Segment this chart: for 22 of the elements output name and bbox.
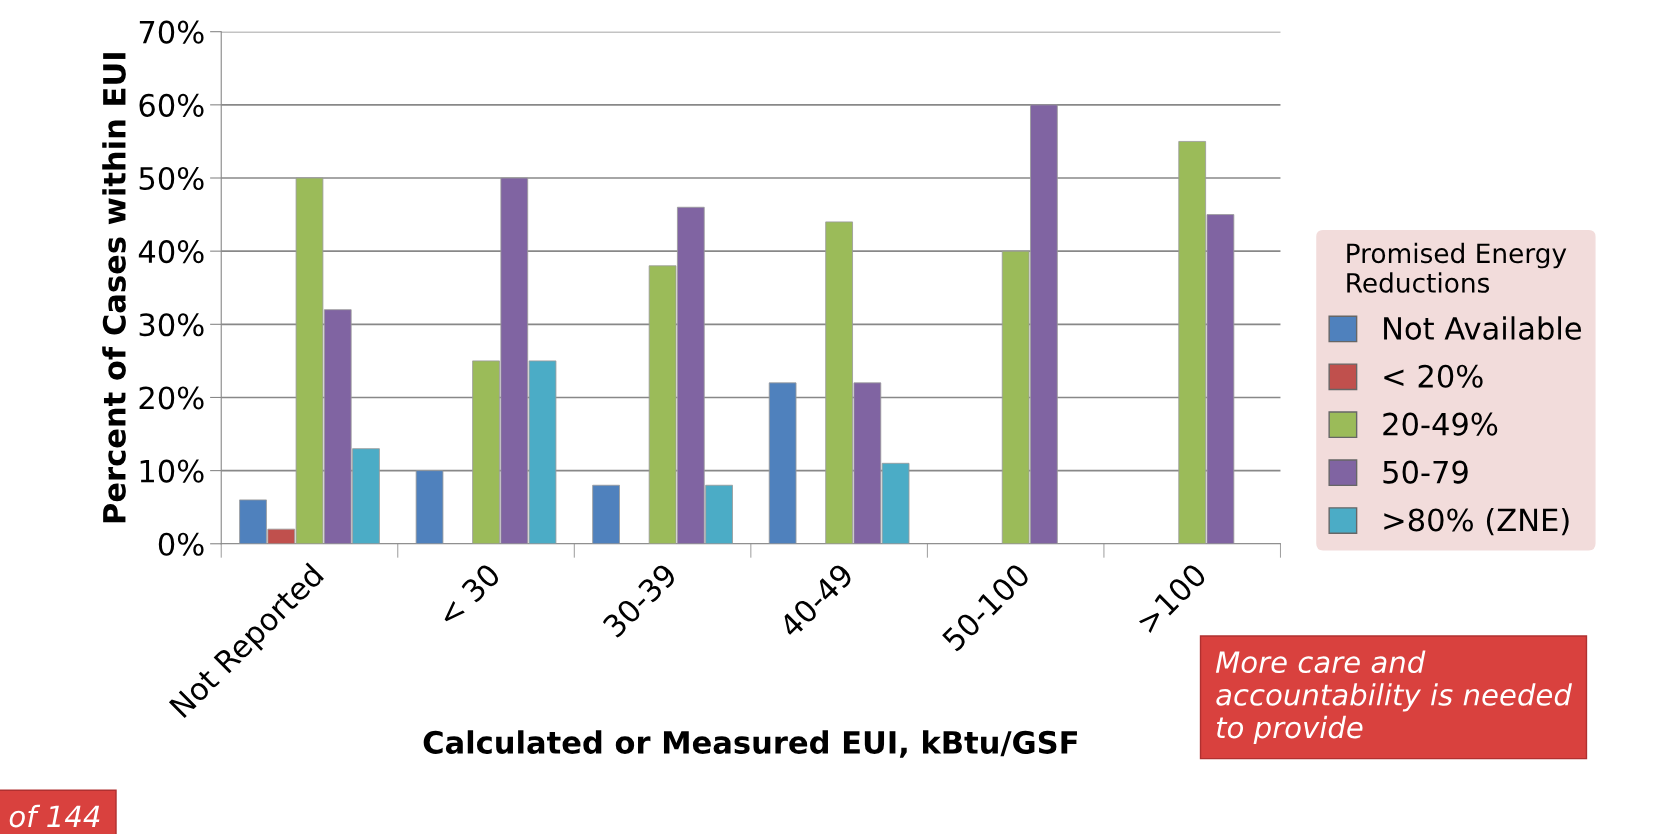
y-tick-label: 0% (158, 532, 204, 556)
y-axis-title: Percent of Cases within EUI (102, 53, 126, 523)
y-tick-label: 70% (139, 20, 204, 44)
y-tick-label: 60% (139, 93, 204, 117)
legend-title: Promised Energy Reductions (1347, 242, 1567, 293)
x-tick-label: < 30 (436, 562, 502, 628)
text: More care and accountability is needed to provide (1215, 650, 1573, 745)
y-tick-label: 20% (139, 386, 204, 410)
legend-label: Not Available (1384, 316, 1582, 340)
x-axis-title: Calculated or Measured EUI, kBtu/GSF (423, 730, 1077, 758)
bar (768, 382, 797, 544)
bar (415, 470, 444, 544)
y-tick-label: 40% (138, 240, 204, 264)
y-tick-label: 30% (139, 313, 204, 337)
y-tick-label: 10% (140, 459, 204, 483)
text: of 144 (9, 804, 100, 828)
legend-label: >80% (ZNE) (1384, 507, 1569, 536)
legend-label: 50-79 (1383, 460, 1468, 484)
y-tick-label: 50% (139, 166, 204, 191)
legend-label: < 20% (1384, 364, 1483, 388)
bar (592, 484, 620, 544)
legend-label: 20-49% (1383, 412, 1498, 436)
